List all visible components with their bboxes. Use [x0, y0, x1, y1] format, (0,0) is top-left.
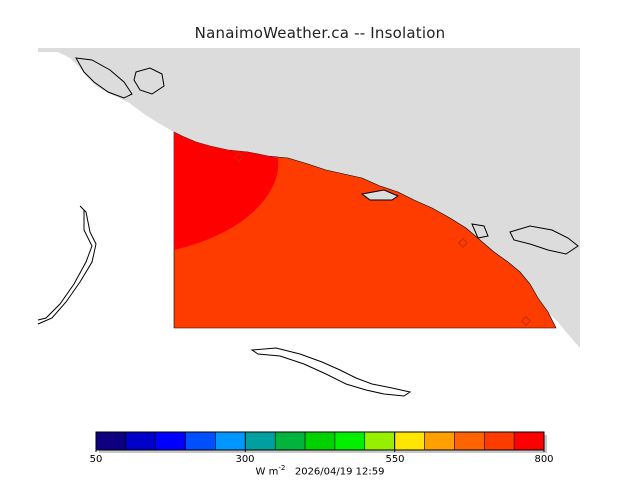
station-north-marker	[234, 152, 244, 162]
colorbar-segment	[484, 431, 515, 451]
colorbar-segment	[304, 431, 336, 451]
units-and-timestamp: W m-2 2026/04/19 12:59	[0, 464, 640, 477]
colorbar-segment	[215, 431, 246, 451]
units-exponent: -2	[278, 464, 286, 472]
valid-time: 2026/04/19 12:59	[294, 466, 385, 478]
colorbar-segment	[95, 431, 127, 451]
station-southeast-marker	[521, 316, 531, 326]
units-label: W m	[255, 466, 279, 478]
colorbar-segment	[155, 431, 186, 451]
colorbar-segment	[424, 431, 455, 451]
island-north-2	[133, 67, 165, 95]
colorbar-tick-800: 800	[534, 454, 554, 465]
station-east-marker	[458, 238, 468, 248]
mainland	[38, 48, 580, 348]
colorbar-segment	[274, 431, 306, 451]
island-east	[509, 225, 579, 255]
insolation-high-region	[174, 132, 279, 250]
colorbar-tick-50: 50	[89, 454, 103, 465]
colorbar-segment	[185, 431, 216, 451]
island-south	[250, 347, 412, 397]
colorbar-segment	[454, 431, 485, 451]
colorbar-segment	[125, 431, 156, 451]
island-east-small	[471, 223, 489, 239]
colorbar-segment	[245, 431, 276, 451]
colorbar-tick-300: 300	[235, 454, 255, 465]
colorbar-tick-550: 550	[385, 454, 405, 465]
colorbar-segment	[364, 431, 395, 451]
island-spit	[360, 189, 400, 201]
island-west-sliver	[37, 205, 97, 325]
colorbar	[95, 431, 547, 453]
colorbar-segment	[513, 431, 545, 451]
map-title: NanaimoWeather.ca -- Insolation	[194, 24, 446, 42]
colorbar-segment	[334, 431, 366, 451]
island-north-1	[75, 57, 133, 99]
colorbar-segment	[394, 431, 425, 451]
